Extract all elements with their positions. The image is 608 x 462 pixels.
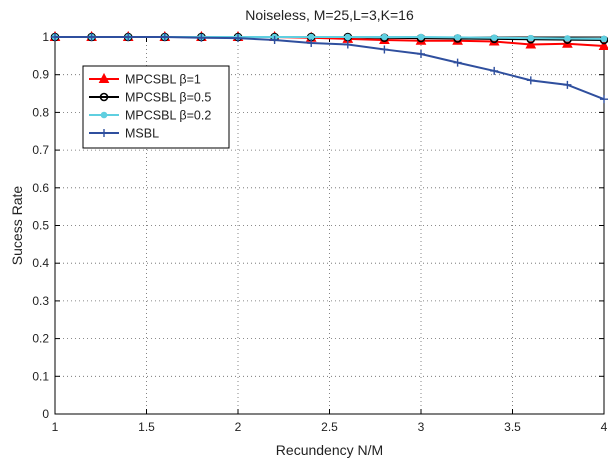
data-point xyxy=(600,35,608,43)
y-tick-label: 0.5 xyxy=(32,219,49,233)
x-tick-label: 3.5 xyxy=(504,420,521,434)
data-point xyxy=(525,38,537,49)
data-point xyxy=(197,33,206,42)
y-tick-label: 0.2 xyxy=(32,332,49,346)
data-point xyxy=(160,33,169,41)
legend-marker xyxy=(98,72,110,83)
data-point xyxy=(381,33,388,41)
x-axis-title: Recundency N/M xyxy=(276,442,383,458)
legend-label: MPCSBL β=0.2 xyxy=(125,109,211,123)
y-tick-label: 0 xyxy=(42,407,49,421)
y-tick-label: 0.7 xyxy=(32,143,49,157)
x-tick-label: 1 xyxy=(52,420,59,434)
data-point xyxy=(598,39,608,51)
data-point xyxy=(307,33,315,41)
series-line xyxy=(55,36,605,101)
legend-item: MPCSBL β=1 xyxy=(89,73,201,87)
series-layer xyxy=(49,30,608,104)
data-point xyxy=(600,95,608,104)
axis-ticks: 1 1.5 2 2.5 3 3.5 4 0 0.1 0.2 0.3 0.4 0.5 0.6 0.7 0.8 0.… xyxy=(32,30,607,434)
data-point xyxy=(307,39,316,48)
data-point xyxy=(87,33,96,41)
x-tick-label: 3 xyxy=(418,420,425,434)
data-point xyxy=(454,34,461,41)
y-tick-label: 0.9 xyxy=(32,68,49,82)
legend-label: MSBL xyxy=(125,127,159,141)
x-tick-label: 2.5 xyxy=(321,420,338,434)
data-point xyxy=(124,33,133,41)
legend-label: MPCSBL β=0.5 xyxy=(125,91,211,105)
data-point xyxy=(343,40,352,49)
y-tick-label: 0.1 xyxy=(32,369,49,383)
data-point xyxy=(344,33,352,41)
legend-item: MSBL xyxy=(89,127,159,141)
data-point xyxy=(527,34,535,42)
legend-label: MPCSBL β=1 xyxy=(125,73,201,87)
data-point xyxy=(234,34,242,43)
legend-marker xyxy=(100,111,108,119)
y-axis-title: Sucess Rate xyxy=(9,186,25,266)
y-tick-label: 0.4 xyxy=(32,256,49,270)
grid xyxy=(55,37,604,414)
legend-marker xyxy=(100,129,108,137)
data-point xyxy=(417,49,425,58)
data-point xyxy=(526,76,535,85)
data-point xyxy=(417,33,425,41)
y-tick-label: 0.3 xyxy=(32,294,49,308)
x-tick-label: 1.5 xyxy=(138,420,155,434)
y-tick-label: 1 xyxy=(42,30,49,44)
data-point xyxy=(380,45,389,54)
data-point xyxy=(564,35,571,42)
data-point xyxy=(490,66,499,75)
data-point xyxy=(490,34,498,42)
data-point xyxy=(270,36,279,45)
y-tick-label: 0.6 xyxy=(32,181,49,195)
legend-marker xyxy=(99,92,109,102)
x-tick-label: 2 xyxy=(235,420,242,434)
legend-item: MPCSBL β=0.2 xyxy=(89,109,211,123)
data-point xyxy=(51,33,59,41)
chart-title: Noiseless, M=25,L=3,K=16 xyxy=(245,7,414,23)
series-3 xyxy=(51,33,608,104)
data-point xyxy=(563,80,572,89)
legend-item: MPCSBL β=0.5 xyxy=(89,91,211,105)
legend: MPCSBL β=1 MPCSBL β=0.5 MPCSBL β=0.2 MSBL xyxy=(82,65,230,149)
data-point xyxy=(453,58,462,67)
y-tick-label: 0.8 xyxy=(32,105,49,119)
x-tick-label: 4 xyxy=(601,420,608,434)
